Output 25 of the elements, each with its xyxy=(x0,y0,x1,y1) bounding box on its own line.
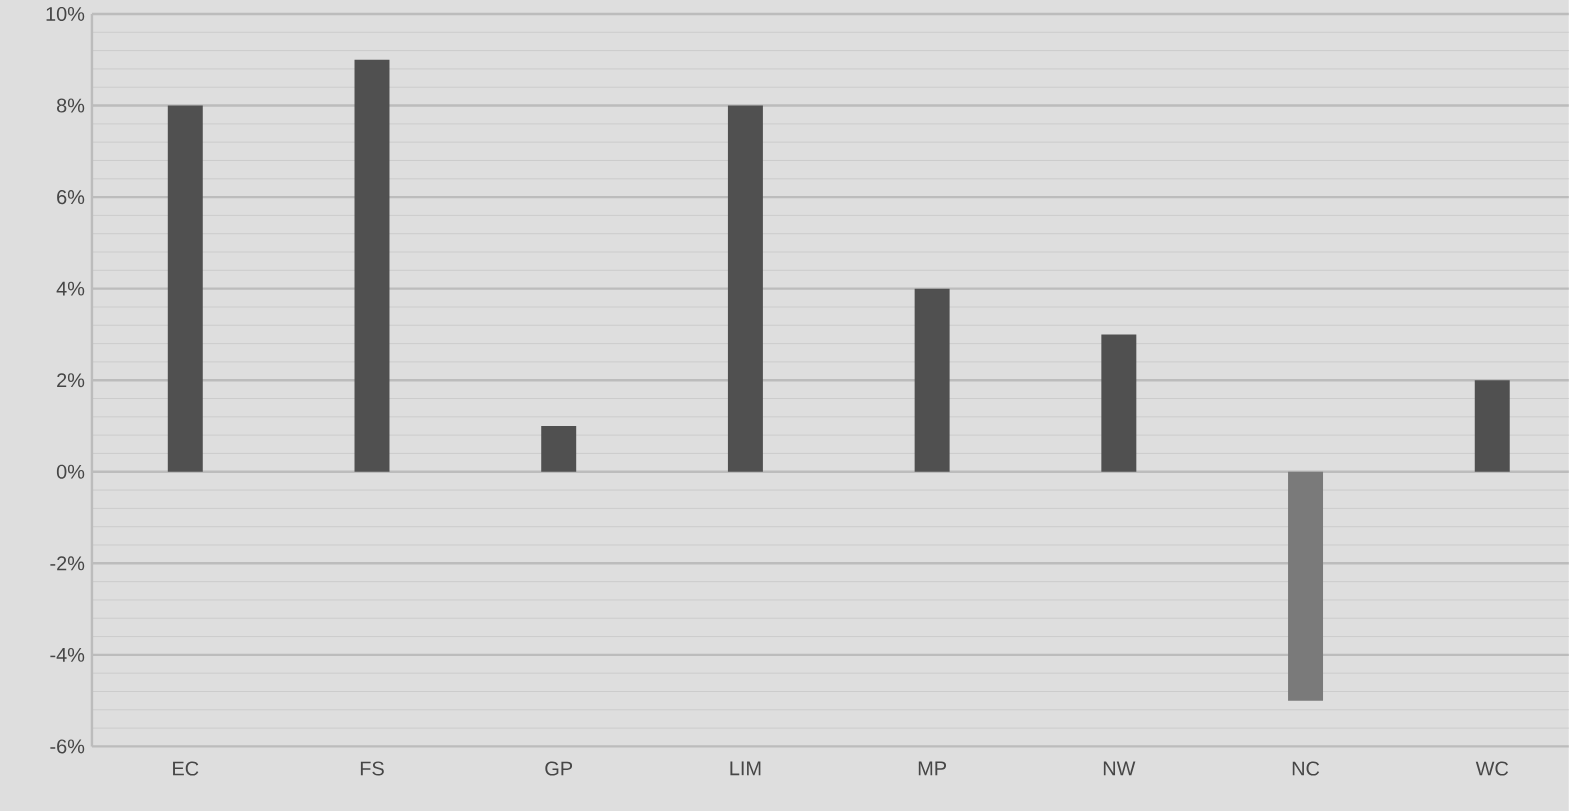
x-tick-label: LIM xyxy=(730,761,761,775)
x-tick-label: WC xyxy=(1475,761,1509,776)
y-tick-label: 8% xyxy=(57,98,85,113)
bar xyxy=(1288,471,1324,701)
x-tick-label: FS xyxy=(360,761,384,776)
x-tick-label: NW xyxy=(1103,761,1136,775)
bar xyxy=(1474,380,1510,472)
bar xyxy=(1101,334,1137,472)
x-tick-label: EC xyxy=(173,761,199,776)
bar xyxy=(354,59,390,472)
y-tick-label: -6% xyxy=(50,739,85,754)
bar xyxy=(914,288,950,472)
y-tick-label: 2% xyxy=(57,373,85,388)
x-tick-label: MP xyxy=(918,761,947,775)
bar xyxy=(727,105,763,472)
bar xyxy=(167,105,203,472)
y-tick-label: 6% xyxy=(57,189,85,204)
y-tick-label: -4% xyxy=(50,647,85,662)
x-tick-label: GP xyxy=(545,761,573,776)
bar xyxy=(541,425,577,472)
y-tick-label: 0% xyxy=(56,464,85,479)
x-tick-label: NC xyxy=(1292,761,1320,776)
y-tick-label: 4% xyxy=(56,281,85,296)
y-tick-label: 10% xyxy=(46,6,85,21)
y-tick-label: -2% xyxy=(50,556,85,571)
